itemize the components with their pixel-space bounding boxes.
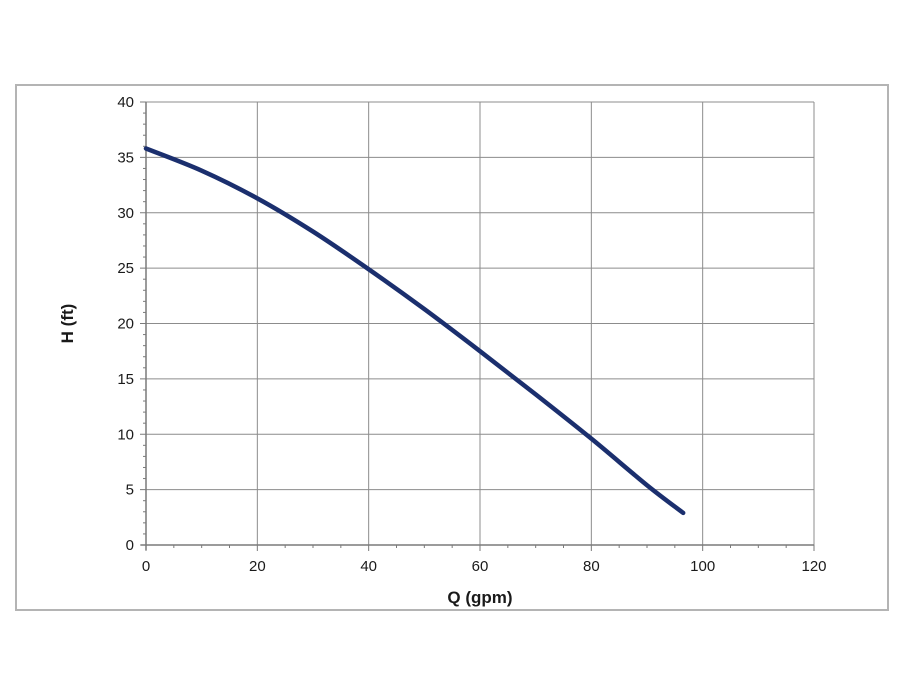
- x-tick-label: 0: [142, 558, 150, 575]
- series-layer: [143, 146, 686, 516]
- y-tick-label: 15: [117, 371, 134, 388]
- y-tick-label: 35: [117, 149, 134, 166]
- y-tick-label: 25: [117, 260, 134, 277]
- tick-label-layer: 0 5 10 15 20 25 30 35 40 0 20 40 60 80 100 120: [117, 94, 826, 575]
- y-axis-title: H (ft): [58, 304, 77, 344]
- y-tick-label: 0: [126, 537, 134, 554]
- axis-layer: [140, 101, 815, 551]
- x-axis-title: Q (gpm): [447, 588, 512, 607]
- x-tick-label: 80: [583, 558, 600, 575]
- x-tick-label: 120: [801, 558, 826, 575]
- x-tick-label: 40: [360, 558, 377, 575]
- y-tick-label: 20: [117, 316, 134, 333]
- y-tick-label: 10: [117, 426, 134, 443]
- x-tick-label: 60: [472, 558, 489, 575]
- pump-curve-line: [143, 146, 686, 516]
- y-tick-label: 40: [117, 94, 134, 111]
- chart-frame: 0 5 10 15 20 25 30 35 40 0 20 40 60 80 100 120 Q (gpm) …: [15, 84, 889, 611]
- x-tick-label: 20: [249, 558, 266, 575]
- grid-layer: [146, 101, 815, 545]
- x-tick-label: 100: [690, 558, 715, 575]
- y-tick-label: 30: [117, 205, 134, 222]
- y-tick-label: 5: [126, 482, 134, 499]
